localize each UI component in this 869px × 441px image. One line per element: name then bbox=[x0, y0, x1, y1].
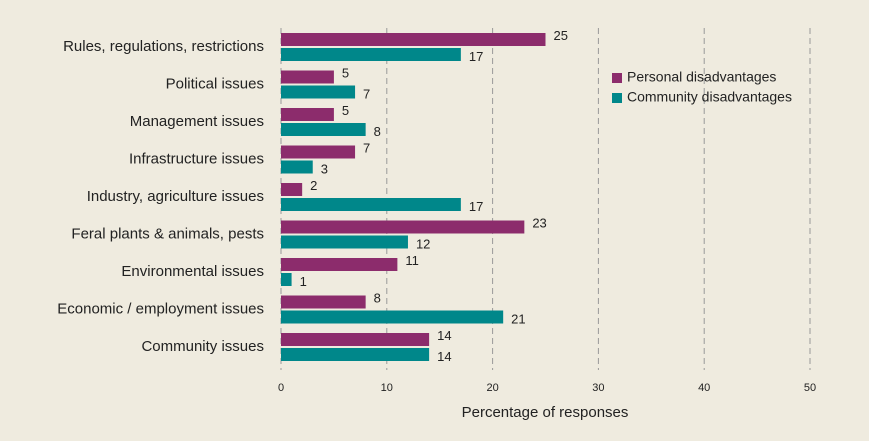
bar bbox=[281, 123, 366, 136]
x-tick-label: 40 bbox=[698, 382, 710, 394]
category-label: Environmental issues bbox=[121, 263, 264, 280]
bar bbox=[281, 33, 546, 46]
legend-label: Personal disadvantages bbox=[627, 69, 776, 85]
category-label: Infrastructure issues bbox=[129, 150, 264, 167]
value-label: 3 bbox=[321, 161, 328, 176]
value-label: 7 bbox=[363, 86, 370, 101]
x-tick-label: 0 bbox=[278, 382, 284, 394]
value-label: 12 bbox=[416, 236, 430, 251]
bar bbox=[281, 145, 356, 159]
value-label: 11 bbox=[405, 253, 419, 268]
value-label: 1 bbox=[300, 274, 307, 289]
value-label: 8 bbox=[374, 124, 381, 139]
bar bbox=[281, 295, 366, 309]
x-tick-label: 50 bbox=[804, 382, 816, 394]
category-label: Political issues bbox=[166, 75, 264, 92]
value-label: 5 bbox=[342, 103, 349, 118]
value-label: 5 bbox=[342, 65, 349, 80]
legend-swatch bbox=[612, 73, 622, 83]
bar bbox=[281, 160, 313, 174]
value-label: 2 bbox=[310, 178, 317, 193]
bar bbox=[281, 333, 430, 346]
bar bbox=[281, 70, 334, 84]
value-label: 17 bbox=[469, 199, 483, 214]
category-label: Feral plants & animals, pests bbox=[71, 225, 264, 242]
value-label: 8 bbox=[374, 290, 381, 305]
bar bbox=[281, 220, 525, 234]
category-label: Rules, regulations, restrictions bbox=[63, 38, 264, 55]
bar bbox=[281, 310, 504, 324]
bar bbox=[281, 48, 461, 61]
bar bbox=[281, 108, 334, 121]
bar bbox=[281, 348, 430, 361]
x-tick-label: 10 bbox=[381, 382, 393, 394]
bar bbox=[281, 258, 398, 271]
category-label: Management issues bbox=[130, 113, 264, 130]
bar bbox=[281, 85, 356, 99]
value-label: 7 bbox=[363, 140, 370, 155]
category-label: Economic / employment issues bbox=[57, 300, 264, 317]
x-tick-label: 30 bbox=[592, 382, 604, 394]
x-axis-label: Percentage of responses bbox=[462, 404, 629, 421]
category-label: Community issues bbox=[141, 338, 264, 355]
value-label: 14 bbox=[437, 328, 451, 343]
value-label: 23 bbox=[532, 215, 546, 230]
value-label: 17 bbox=[469, 49, 483, 64]
bar bbox=[281, 273, 292, 286]
value-label: 21 bbox=[511, 311, 525, 326]
x-tick-label: 20 bbox=[486, 382, 498, 394]
legend-label: Community disadvantages bbox=[627, 89, 792, 105]
value-label: 14 bbox=[437, 349, 451, 364]
bar bbox=[281, 183, 303, 196]
bar bbox=[281, 198, 461, 211]
category-label: Industry, agriculture issues bbox=[87, 188, 264, 205]
value-label: 25 bbox=[554, 28, 568, 43]
legend-swatch bbox=[612, 93, 622, 103]
bar bbox=[281, 235, 408, 249]
